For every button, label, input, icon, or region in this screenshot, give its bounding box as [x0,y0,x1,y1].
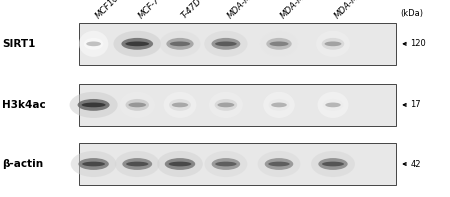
Ellipse shape [165,158,195,170]
Ellipse shape [215,41,237,46]
Text: MCF10A: MCF10A [94,0,125,21]
Text: MCF-7: MCF-7 [137,0,162,21]
Ellipse shape [311,151,355,177]
Bar [79,143,396,185]
Ellipse shape [325,102,341,107]
Ellipse shape [266,38,292,50]
Bar [79,23,396,65]
Text: H3k4ac: H3k4ac [2,100,46,110]
Ellipse shape [166,38,194,50]
Bar [79,84,396,126]
Ellipse shape [82,162,105,166]
Ellipse shape [322,38,344,50]
Text: SIRT1: SIRT1 [2,39,36,49]
Text: MDA-MB-468: MDA-MB-468 [333,0,379,21]
Ellipse shape [122,158,152,170]
Ellipse shape [169,162,191,166]
Ellipse shape [172,102,188,107]
Ellipse shape [209,92,243,118]
Ellipse shape [204,31,248,57]
Ellipse shape [322,162,344,166]
Ellipse shape [115,151,160,177]
Ellipse shape [204,151,248,177]
Text: 17: 17 [410,100,421,109]
Text: T-47D: T-47D [180,0,204,21]
Ellipse shape [81,102,106,107]
Ellipse shape [126,99,149,111]
Ellipse shape [260,31,298,57]
Ellipse shape [86,41,101,46]
Ellipse shape [270,41,288,46]
Ellipse shape [126,162,148,166]
Ellipse shape [126,41,149,46]
Ellipse shape [169,99,191,111]
Ellipse shape [265,158,293,170]
Ellipse shape [113,31,161,57]
Text: MDA-MB-453: MDA-MB-453 [226,0,272,21]
Ellipse shape [84,38,104,50]
Ellipse shape [71,151,117,177]
Ellipse shape [316,31,350,57]
Ellipse shape [212,158,240,170]
Ellipse shape [323,99,343,111]
Ellipse shape [70,92,117,118]
Ellipse shape [268,162,290,166]
Ellipse shape [269,99,289,111]
Ellipse shape [217,102,234,107]
Text: (kDa): (kDa) [400,9,423,18]
Ellipse shape [271,102,287,107]
Ellipse shape [170,41,190,46]
Ellipse shape [78,158,109,170]
Ellipse shape [128,102,146,107]
Ellipse shape [324,41,342,46]
Ellipse shape [120,92,155,118]
Ellipse shape [122,38,153,50]
Ellipse shape [157,151,203,177]
Text: MDA-MB-231: MDA-MB-231 [279,0,325,21]
Ellipse shape [215,99,237,111]
Ellipse shape [79,31,108,57]
Text: 42: 42 [410,160,421,168]
Ellipse shape [215,162,237,166]
Text: β-actin: β-actin [2,159,43,169]
Ellipse shape [164,92,196,118]
Text: 120: 120 [410,39,426,48]
Ellipse shape [257,151,301,177]
Ellipse shape [318,92,348,118]
Ellipse shape [77,99,110,111]
Ellipse shape [263,92,295,118]
Ellipse shape [212,38,240,50]
Ellipse shape [318,158,348,170]
Ellipse shape [160,31,200,57]
